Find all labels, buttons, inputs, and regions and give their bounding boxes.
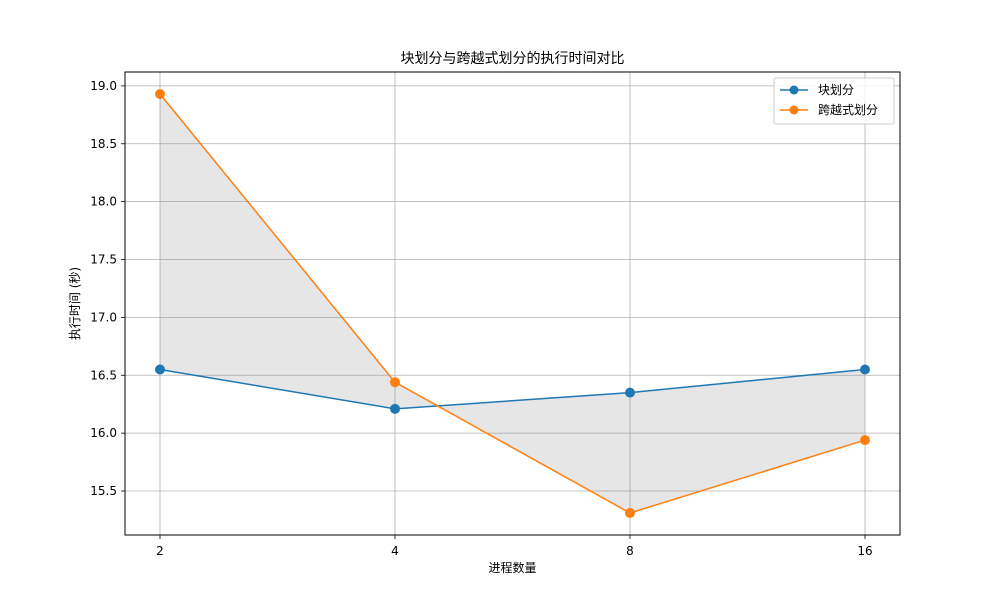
series-1-point-4	[390, 403, 400, 414]
chart-title: 块划分与跨越式划分的执行时间对比	[401, 51, 625, 67]
series-2-point-4	[390, 377, 400, 388]
difference-fill-area	[160, 93, 865, 514]
x-tick-label-8: 8	[626, 544, 634, 558]
series-2-point-2	[155, 88, 165, 99]
series-1-point-8	[625, 387, 635, 398]
legend-swatch-marker-1	[789, 85, 799, 95]
legend-label-1: 块划分	[818, 83, 854, 97]
fill-between-polygon	[160, 93, 865, 514]
series-2	[155, 88, 870, 519]
y-axis-label: 执行时间 (秒)	[68, 267, 82, 340]
x-tick-label-4: 4	[391, 544, 399, 558]
series-1	[155, 364, 870, 414]
y-axis-ticks: 15.5 16.0 16.5 17.0 17.5 18.0 18.5 19.0	[90, 79, 125, 498]
legend-swatch-marker-2	[789, 105, 799, 115]
legend-label-2: 跨越式划分	[818, 103, 878, 117]
series-2-point-16	[860, 435, 870, 446]
legend-item-1: 块划分	[780, 83, 854, 97]
legend-item-2: 跨越式划分	[780, 103, 878, 117]
y-tick-label-16.0: 16.0	[90, 426, 117, 440]
y-tick-label-15.5: 15.5	[90, 484, 117, 498]
y-tick-label-18.0: 18.0	[90, 195, 117, 209]
grid	[125, 72, 900, 535]
series-1-line	[159, 368, 866, 410]
y-tick-label-18.5: 18.5	[90, 137, 117, 151]
series-lines	[155, 88, 870, 519]
x-tick-label-16: 16	[857, 544, 872, 558]
x-axis-ticks: 2 4 8 16	[156, 535, 873, 558]
series-2-point-8	[625, 508, 635, 519]
x-tick-label-2: 2	[156, 544, 164, 558]
x-axis-label: 进程数量	[488, 560, 536, 575]
y-tick-label-17.5: 17.5	[90, 253, 117, 267]
y-tick-label-16.5: 16.5	[90, 368, 117, 382]
series-2-line	[159, 93, 866, 514]
series-1-point-2	[155, 364, 165, 375]
y-tick-label-17.0: 17.0	[90, 310, 117, 324]
y-tick-label-19.0: 19.0	[90, 79, 117, 93]
series-1-point-16	[860, 364, 870, 375]
plot-frame	[124, 71, 901, 536]
